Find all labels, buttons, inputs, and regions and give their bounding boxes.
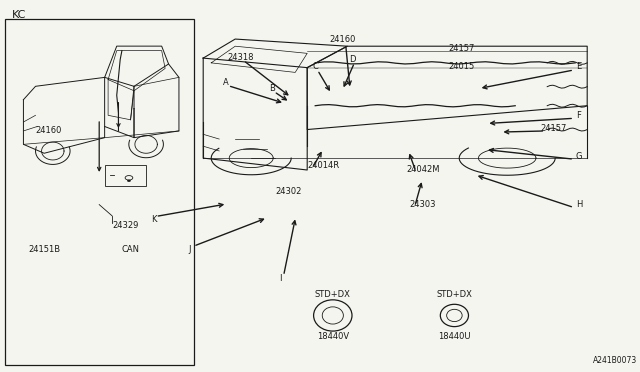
Text: STD+DX: STD+DX <box>436 290 472 299</box>
Text: D: D <box>349 55 355 64</box>
Text: 24151B: 24151B <box>29 245 61 254</box>
Text: 24015: 24015 <box>448 62 474 71</box>
Text: 24157: 24157 <box>448 44 474 53</box>
Text: K: K <box>151 215 157 224</box>
Text: 24042M: 24042M <box>406 165 440 174</box>
Bar <box>105 165 147 186</box>
Text: C: C <box>312 62 318 71</box>
Text: 24318: 24318 <box>227 53 253 62</box>
Text: 24160: 24160 <box>330 35 356 44</box>
Text: A: A <box>223 78 228 87</box>
Text: E: E <box>576 62 581 71</box>
Bar <box>5 19 194 365</box>
Text: 24160: 24160 <box>35 126 61 135</box>
Text: B: B <box>269 84 275 93</box>
Text: CAN: CAN <box>122 245 140 254</box>
Text: 18440V: 18440V <box>317 332 349 341</box>
Text: 24157: 24157 <box>541 124 567 133</box>
Text: STD+DX: STD+DX <box>315 290 351 299</box>
Text: 24302: 24302 <box>275 187 301 196</box>
Text: 24014R: 24014R <box>307 161 339 170</box>
Text: KC: KC <box>12 10 26 20</box>
Text: J: J <box>189 246 191 254</box>
Text: 24329: 24329 <box>112 221 138 230</box>
Text: F: F <box>576 111 581 120</box>
Circle shape <box>127 180 131 182</box>
Text: H: H <box>576 200 582 209</box>
Text: 18440U: 18440U <box>438 332 470 341</box>
Text: A241B0073: A241B0073 <box>593 356 637 365</box>
Text: 24303: 24303 <box>410 200 436 209</box>
Text: G: G <box>576 152 582 161</box>
Text: I: I <box>279 274 282 283</box>
